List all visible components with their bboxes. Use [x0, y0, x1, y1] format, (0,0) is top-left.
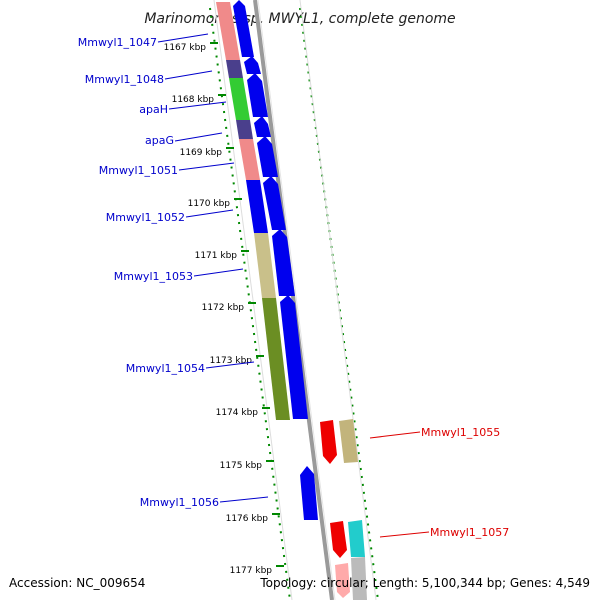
gene-arrow-1056[interactable]: [300, 466, 318, 520]
gene-arrow-1054[interactable]: [280, 295, 308, 419]
track-band-left: [213, 0, 293, 600]
gene-arrow-apag[interactable]: [254, 116, 271, 137]
gene-label-apag[interactable]: apaG: [145, 134, 174, 147]
gene-label-1053[interactable]: Mmwyl1_1053: [114, 270, 193, 283]
gene-label-1056[interactable]: Mmwyl1_1056: [140, 496, 219, 509]
gene-arrow-apah[interactable]: [247, 73, 268, 117]
accession-label: Accession: NC_009654: [9, 576, 146, 590]
feature-block-1055: [339, 419, 358, 463]
gene-arrow-1055[interactable]: [320, 420, 337, 464]
feature-block-apag: [236, 120, 253, 139]
scale-label-1174: 1174 kbp: [216, 408, 259, 418]
scale-label-1167: 1167 kbp: [164, 43, 207, 53]
gene-arrow-1052[interactable]: [263, 176, 286, 230]
feature-block-1051: [239, 139, 260, 180]
inner-dotted-track: [209, 7, 291, 600]
outer-dotted-track: [299, 7, 379, 600]
forward-gene-labels: Mmwyl1_1047 Mmwyl1_1048 apaH apaG Mmwyl1…: [78, 33, 269, 509]
track-band-right: [299, 0, 377, 600]
feature-block-1052: [246, 180, 268, 233]
feature-block-1053: [254, 233, 276, 298]
kbp-scale: 1167 kbp 1168 kbp 1169 kbp 1170 kbp 1171…: [164, 42, 284, 576]
gene-arrow-partial: [335, 563, 350, 598]
genome-backbone: [253, 0, 334, 600]
scale-label-1177: 1177 kbp: [230, 566, 273, 576]
feature-block-1054: [262, 298, 290, 420]
gene-arrow-1047[interactable]: [233, 0, 254, 57]
backbone-highlight: [257, 0, 336, 600]
reverse-gene-labels: Mmwyl1_1055 Mmwyl1_1057: [369, 426, 509, 539]
scale-label-1172: 1172 kbp: [202, 303, 245, 313]
scale-label-1169: 1169 kbp: [180, 148, 223, 158]
gene-label-1055[interactable]: Mmwyl1_1055: [421, 426, 500, 439]
gene-arrow-1053[interactable]: [272, 229, 295, 296]
gene-label-1054[interactable]: Mmwyl1_1054: [126, 362, 205, 375]
feature-block-1047: [216, 2, 240, 60]
gene-label-1047[interactable]: Mmwyl1_1047: [78, 36, 157, 49]
gene-arrow-1057[interactable]: [330, 521, 347, 558]
gene-arrow-1051[interactable]: [257, 136, 278, 177]
topology-label: Topology: circular; Length: 5,100,344 bp…: [260, 576, 590, 590]
scale-label-1170: 1170 kbp: [188, 199, 231, 209]
scale-label-1175: 1175 kbp: [220, 461, 263, 471]
gene-label-1051[interactable]: Mmwyl1_1051: [99, 164, 178, 177]
scale-label-1173: 1173 kbp: [210, 356, 253, 366]
gene-label-1048[interactable]: Mmwyl1_1048: [85, 73, 164, 86]
gene-arrow-1048[interactable]: [244, 56, 261, 74]
feature-block-1048: [226, 60, 243, 78]
gene-label-apah[interactable]: apaH: [139, 103, 168, 116]
feature-block-apah: [229, 78, 250, 120]
scale-label-1171: 1171 kbp: [195, 251, 238, 261]
scale-label-1168: 1168 kbp: [172, 95, 215, 105]
scale-label-1176: 1176 kbp: [226, 514, 269, 524]
feature-block-1057: [348, 520, 365, 557]
feature-block-next: [351, 557, 367, 600]
gene-label-1052[interactable]: Mmwyl1_1052: [106, 211, 185, 224]
genome-title: Marinomonas sp. MWYL1, complete genome: [144, 11, 455, 27]
gene-label-1057[interactable]: Mmwyl1_1057: [430, 526, 509, 539]
